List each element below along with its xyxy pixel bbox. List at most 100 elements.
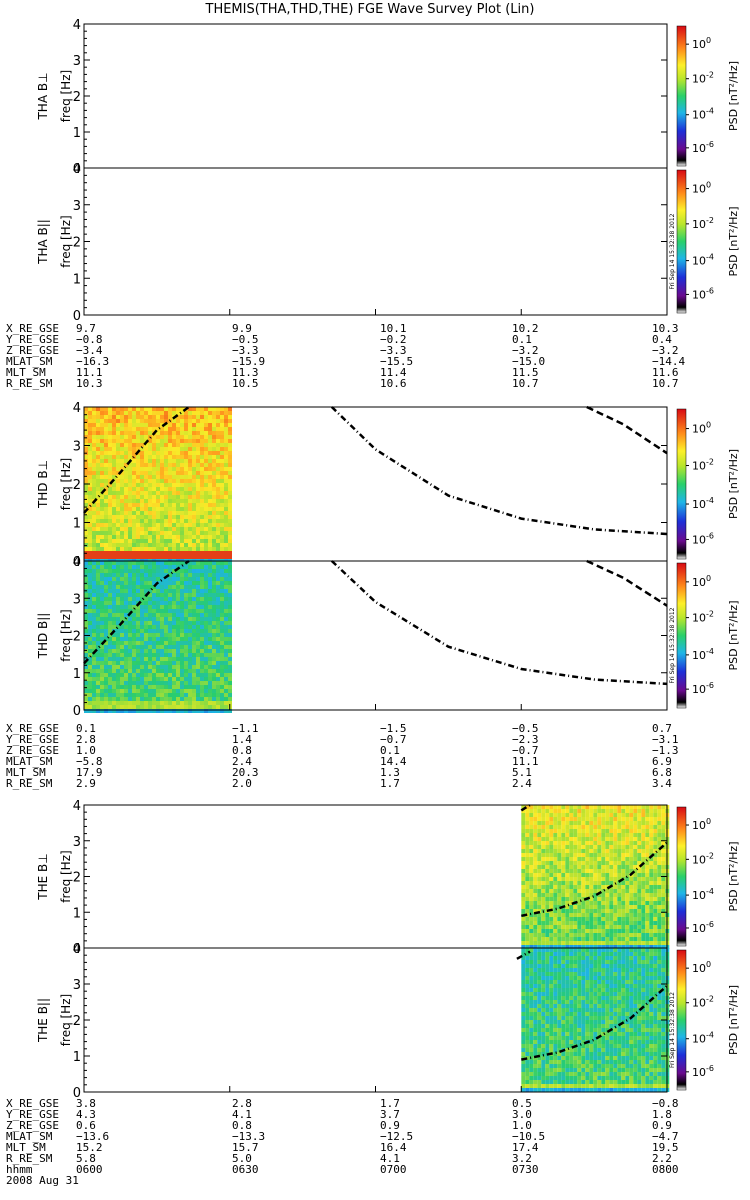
y-axis-label: freq [Hz] <box>59 70 73 122</box>
colorbar-label: PSD [nT²/Hz] <box>727 61 740 131</box>
colorbar-tick-label: 10-4 <box>692 647 714 662</box>
ephemeris-value: 11.3 <box>232 366 259 379</box>
y-tick-label: 3 <box>73 199 81 214</box>
ephemeris-value: −3.3 <box>380 344 407 357</box>
colorbar: 100 10-2 10-4 10-6 PSD [nT²/Hz] <box>676 806 740 947</box>
ephemeris-value: −0.2 <box>380 333 407 346</box>
ephemeris-value: 6.8 <box>652 766 672 779</box>
ephemeris-value: 1.8 <box>652 1108 672 1121</box>
colorbar: 100 10-2 10-4 10-6 PSD [nT²/Hz] Fri Sep 14 15… <box>669 169 740 314</box>
y-tick-label: 2 <box>73 478 81 493</box>
ephemeris-value: 11.6 <box>652 366 679 379</box>
ephemeris-value: 0.7 <box>652 722 672 735</box>
ephemeris-value: 1.7 <box>380 1097 400 1110</box>
ephemeris-value: 4.3 <box>76 1108 96 1121</box>
ephemeris-value: −0.5 <box>232 333 259 346</box>
ephemeris-value: 0.1 <box>76 722 96 735</box>
ephemeris-value: −13.6 <box>76 1130 110 1143</box>
frequency-line-3 <box>586 405 668 455</box>
y-tick-label: 1 <box>73 272 81 287</box>
y-tick-label: 1 <box>73 1050 81 1065</box>
panel-label: THA B⊥ <box>36 72 50 120</box>
colorbar: 100 10-2 10-4 10-6 PSD [nT²/Hz] <box>676 408 740 560</box>
ephemeris-value: 10.5 <box>232 377 259 390</box>
colorbar-tick-label: 100 <box>692 181 711 196</box>
colorbar-label: PSD [nT²/Hz] <box>727 841 740 911</box>
ephemeris-value: 2.0 <box>232 777 252 790</box>
ephemeris-value: −1.1 <box>232 722 259 735</box>
colorbar-scale <box>676 169 687 314</box>
spectrogram <box>521 805 670 949</box>
panel-the-bpar: 0 1 2 3 4 THE B|| freq [Hz] 100 10-2 10-4 10-6 PSD … <box>36 942 740 1101</box>
y-axis-label: freq [Hz] <box>59 994 73 1046</box>
colorbar-scale <box>676 949 687 1091</box>
colorbar-tick-label: 10-6 <box>692 286 714 301</box>
ephemeris-row-label: X_RE_GSE <box>6 322 59 335</box>
colorbar-scale <box>676 408 687 560</box>
ephemeris-value: −12.5 <box>380 1130 414 1143</box>
ephemeris-value: 1.7 <box>380 777 400 790</box>
colorbar-tick-label: 10-2 <box>692 458 714 473</box>
y-tick-label: 0 <box>73 555 81 570</box>
y-tick-label: 0 <box>73 162 81 177</box>
y-tick-label: 1 <box>73 906 81 921</box>
time-axis-label: hhmm <box>6 1163 33 1176</box>
frequency-line-1 <box>521 984 668 1061</box>
colorbar-tick-label: 10-4 <box>692 1031 714 1046</box>
panel-label: THE B⊥ <box>36 853 50 900</box>
time-tick-label: 0630 <box>232 1163 259 1176</box>
ephemeris-value: 0.5 <box>512 1097 532 1110</box>
y-tick-label: 0 <box>73 942 81 957</box>
ephemeris-value: −16.3 <box>76 355 110 368</box>
ephemeris-value: 10.7 <box>512 377 539 390</box>
y-tick-label: 4 <box>73 942 81 957</box>
ephemeris-value: 4.1 <box>232 1108 252 1121</box>
time-tick-label: 0730 <box>512 1163 539 1176</box>
ephemeris-value: 0.8 <box>232 744 252 757</box>
colorbar-tick-label: 100 <box>692 817 711 832</box>
ephemeris-value: 2.8 <box>232 1097 252 1110</box>
panel-label: THD B|| <box>36 613 50 660</box>
time-tick-label: 0600 <box>76 1163 103 1176</box>
colorbar-tick-label: 10-4 <box>692 887 714 902</box>
colorbar: 100 10-2 10-4 10-6 PSD [nT²/Hz] <box>676 25 740 167</box>
time-tick-label: 0800 <box>652 1163 679 1176</box>
generation-timestamp: Fri Sep 14 15:32:38 2012 <box>669 992 676 1068</box>
ephemeris-row-label: X_RE_GSE <box>6 1097 59 1110</box>
panel-tha-bperp: 0 1 2 3 4 THA B⊥ freq [Hz] 100 10-2 10-4 10-6 PSD [… <box>36 18 740 177</box>
colorbar-tick-label: 10-2 <box>692 71 714 86</box>
ephemeris-value: 11.1 <box>512 755 539 768</box>
ephemeris-value: 9.7 <box>76 322 96 335</box>
y-axis-label: freq [Hz] <box>59 609 73 661</box>
panel-frame <box>83 23 668 169</box>
ephemeris-value: −3.4 <box>76 344 103 357</box>
time-tick-label: 0700 <box>380 1163 407 1176</box>
ephemeris-value: −0.5 <box>512 722 539 735</box>
panel-thd-bperp: 0 1 2 3 4 THD B⊥ freq [Hz] 100 10-2 10-4 10-6 PSD [… <box>36 401 740 570</box>
y-tick-label: 3 <box>73 835 81 850</box>
ephemeris-value: 10.7 <box>652 377 679 390</box>
y-tick-label: 2 <box>73 90 81 105</box>
colorbar-scale <box>676 562 687 709</box>
ephemeris-row-label: R_RE_SM <box>6 777 53 790</box>
panel-tha-bpar: 0 1 2 3 4 THA B|| freq [Hz] 100 10-2 10-4 10-6 PSD … <box>36 162 740 324</box>
y-tick-label: 2 <box>73 630 81 645</box>
ephemeris-value: 2.4 <box>512 777 532 790</box>
y-tick-label: 4 <box>73 799 81 814</box>
frequency-line-1 <box>521 841 668 918</box>
y-tick-label: 4 <box>73 162 81 177</box>
colorbar-label: PSD [nT²/Hz] <box>727 449 740 519</box>
colorbar-tick-label: 10-6 <box>692 140 714 155</box>
y-axis-label: freq [Hz] <box>59 458 73 510</box>
y-axis-label: freq [Hz] <box>59 850 73 902</box>
ephemeris-row-label: MLT_SM <box>6 766 46 779</box>
ephemeris-row-label: MLAT_SM <box>6 755 53 768</box>
ephemeris-value: 17.4 <box>512 1141 539 1154</box>
ephemeris-value: 17.9 <box>76 766 103 779</box>
colorbar-tick-label: 10-2 <box>692 851 714 866</box>
ephemeris-value: −1.5 <box>380 722 407 735</box>
ephemeris-value: 14.4 <box>380 755 407 768</box>
y-tick-label: 4 <box>73 555 81 570</box>
ephemeris-value: −15.9 <box>232 355 266 368</box>
